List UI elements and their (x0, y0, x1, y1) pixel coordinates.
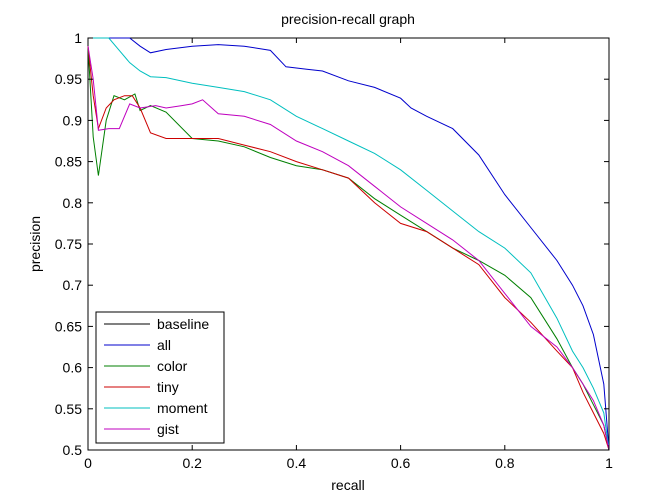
y-tick-label: 0.9 (63, 112, 83, 128)
x-tick-label: 0 (84, 455, 92, 471)
series-layer (87, 37, 610, 451)
series-line-color (87, 46, 610, 451)
y-tick-label: 0.85 (55, 154, 82, 170)
y-tick-label: 0.65 (55, 318, 82, 334)
y-tick-label: 0.5 (63, 442, 83, 458)
ticks-layer: 0 0.2 0.4 0.6 0.8 1 0.5 0.55 0.6 0.65 0.7 0.75 0.8 0.… (55, 30, 613, 471)
series-line-all (88, 37, 610, 451)
x-tick-label: 0.4 (287, 455, 307, 471)
legend-label-moment: moment (157, 400, 208, 416)
chart-title: precision-recall graph (281, 11, 415, 27)
legend-label-tiny: tiny (157, 379, 179, 395)
legend-items: baseline all color tiny moment gist (104, 316, 209, 437)
series-line-tiny (87, 46, 610, 451)
legend: baseline all color tiny moment gist (95, 311, 225, 444)
legend-label-all: all (157, 337, 171, 353)
x-tick-label: 0.2 (182, 455, 202, 471)
y-tick-label: 0.95 (55, 71, 82, 87)
x-axis-label: recall (331, 477, 364, 493)
series-line-gist (87, 46, 610, 451)
series-line-moment (88, 37, 610, 451)
y-tick-label: 1 (74, 30, 82, 46)
legend-label-baseline: baseline (157, 316, 209, 332)
legend-label-gist: gist (157, 421, 179, 437)
y-axis-label: precision (27, 216, 43, 272)
x-tick-label: 0.6 (391, 455, 411, 471)
x-tick-label: 0.8 (495, 455, 515, 471)
legend-box (95, 311, 225, 444)
y-tick-label: 0.8 (63, 195, 83, 211)
x-tick-label: 1 (605, 455, 613, 471)
y-tick-label: 0.55 (55, 401, 82, 417)
y-tick-label: 0.6 (63, 360, 83, 376)
y-tick-label: 0.7 (63, 277, 83, 293)
y-tick-label: 0.75 (55, 236, 82, 252)
legend-label-color: color (157, 358, 188, 374)
